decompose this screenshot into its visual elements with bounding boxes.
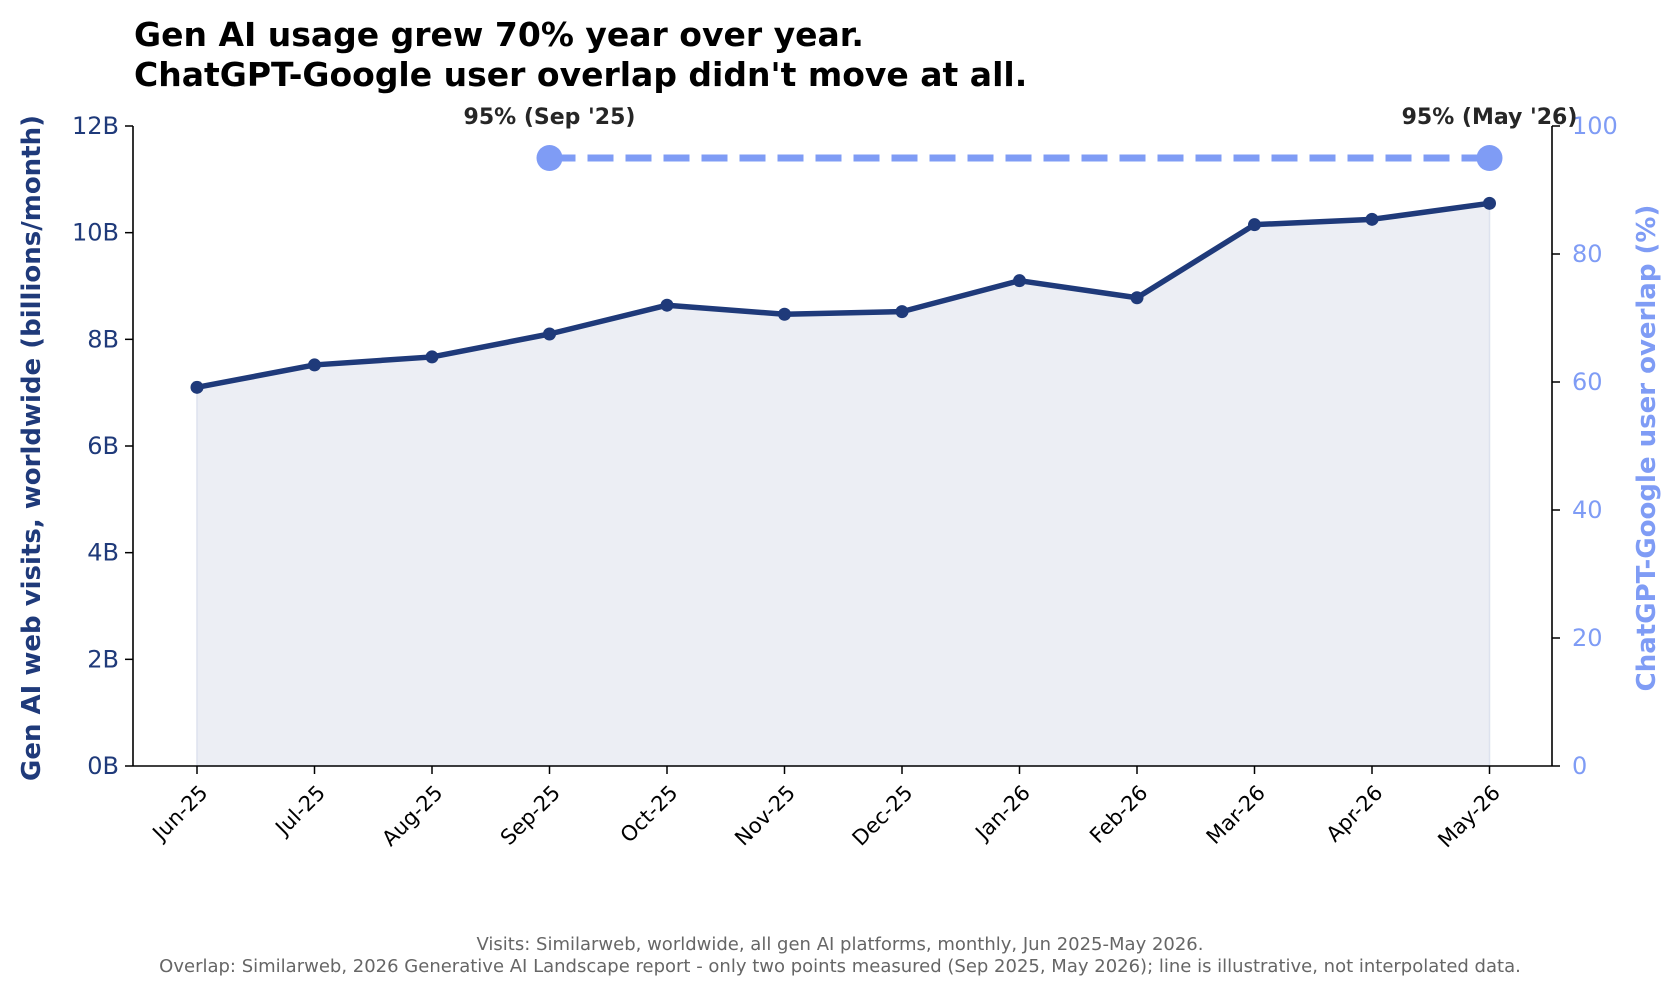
visits-point (308, 358, 321, 372)
visits-point (895, 305, 909, 319)
x-tick-label: Dec-25 (848, 781, 918, 851)
overlap-point (536, 145, 563, 171)
x-tick-label: May-26 (1433, 781, 1505, 853)
visits-point (1130, 291, 1144, 305)
x-tick-label: Mar-26 (1202, 781, 1270, 849)
chart-title-line-2: ChatGPT-Google user overlap didn't move … (134, 55, 1027, 94)
visits-point (1013, 274, 1026, 288)
footnote-line-2: Overlap: Similarweb, 2026 Generative AI … (159, 956, 1521, 977)
visits-point (1365, 212, 1379, 226)
visits-point (660, 298, 674, 312)
x-tick-label: Feb-26 (1085, 781, 1153, 849)
left-tick-label: 8B (87, 325, 119, 353)
visits-point (190, 380, 204, 394)
left-tick-label: 12B (72, 112, 119, 140)
chart-title-line-1: Gen AI usage grew 70% year over year. (134, 15, 864, 54)
x-tick-label: Oct-25 (616, 781, 683, 848)
footnote-line-1: Visits: Similarweb, worldwide, all gen A… (477, 934, 1204, 955)
x-tick-label: Aug-25 (377, 781, 447, 851)
right-tick-label: 40 (1572, 496, 1603, 524)
x-tick-label: Sep-25 (496, 781, 565, 850)
x-tick-label: Jun-25 (147, 781, 213, 847)
visits-point (778, 307, 791, 321)
visits-point (1483, 196, 1496, 210)
x-tick-label: Apr-26 (1322, 781, 1388, 847)
left-tick-label: 4B (87, 539, 119, 567)
overlap-point (1476, 145, 1503, 171)
x-tick-label: Nov-25 (730, 781, 800, 851)
overlap-annotation: 95% (May '26) (1402, 105, 1578, 130)
visits-point (425, 350, 439, 364)
visits-line (194, 200, 1493, 391)
x-tick-label: Jul-25 (269, 781, 330, 842)
left-tick-label: 2B (87, 645, 119, 673)
right-tick-label: 20 (1572, 624, 1603, 652)
overlap-annotation: 95% (Sep '25) (464, 105, 636, 130)
visits-point (543, 327, 556, 341)
right-tick-label: 60 (1572, 368, 1603, 396)
right-tick-label: 80 (1572, 240, 1603, 268)
right-axis-label: ChatGPT-Google user overlap (%) (1632, 205, 1662, 692)
left-tick-label: 6B (87, 432, 119, 460)
right-tick-label: 100 (1572, 112, 1618, 140)
visits-point (1248, 218, 1261, 232)
left-tick-label: 0B (87, 752, 119, 780)
visits-area-fill (196, 202, 1491, 767)
left-axis-label: Gen AI web visits, worldwide (billions/m… (17, 115, 47, 781)
plot-area: 0B 2B 4B 6B 8B 10B 12B 0 20 40 60 80 100 Jun-25 Jul-25… (72, 105, 1618, 852)
right-tick-label: 0 (1572, 752, 1587, 780)
x-tick-label: Jan-26 (970, 781, 1036, 847)
left-tick-label: 10B (72, 219, 119, 247)
